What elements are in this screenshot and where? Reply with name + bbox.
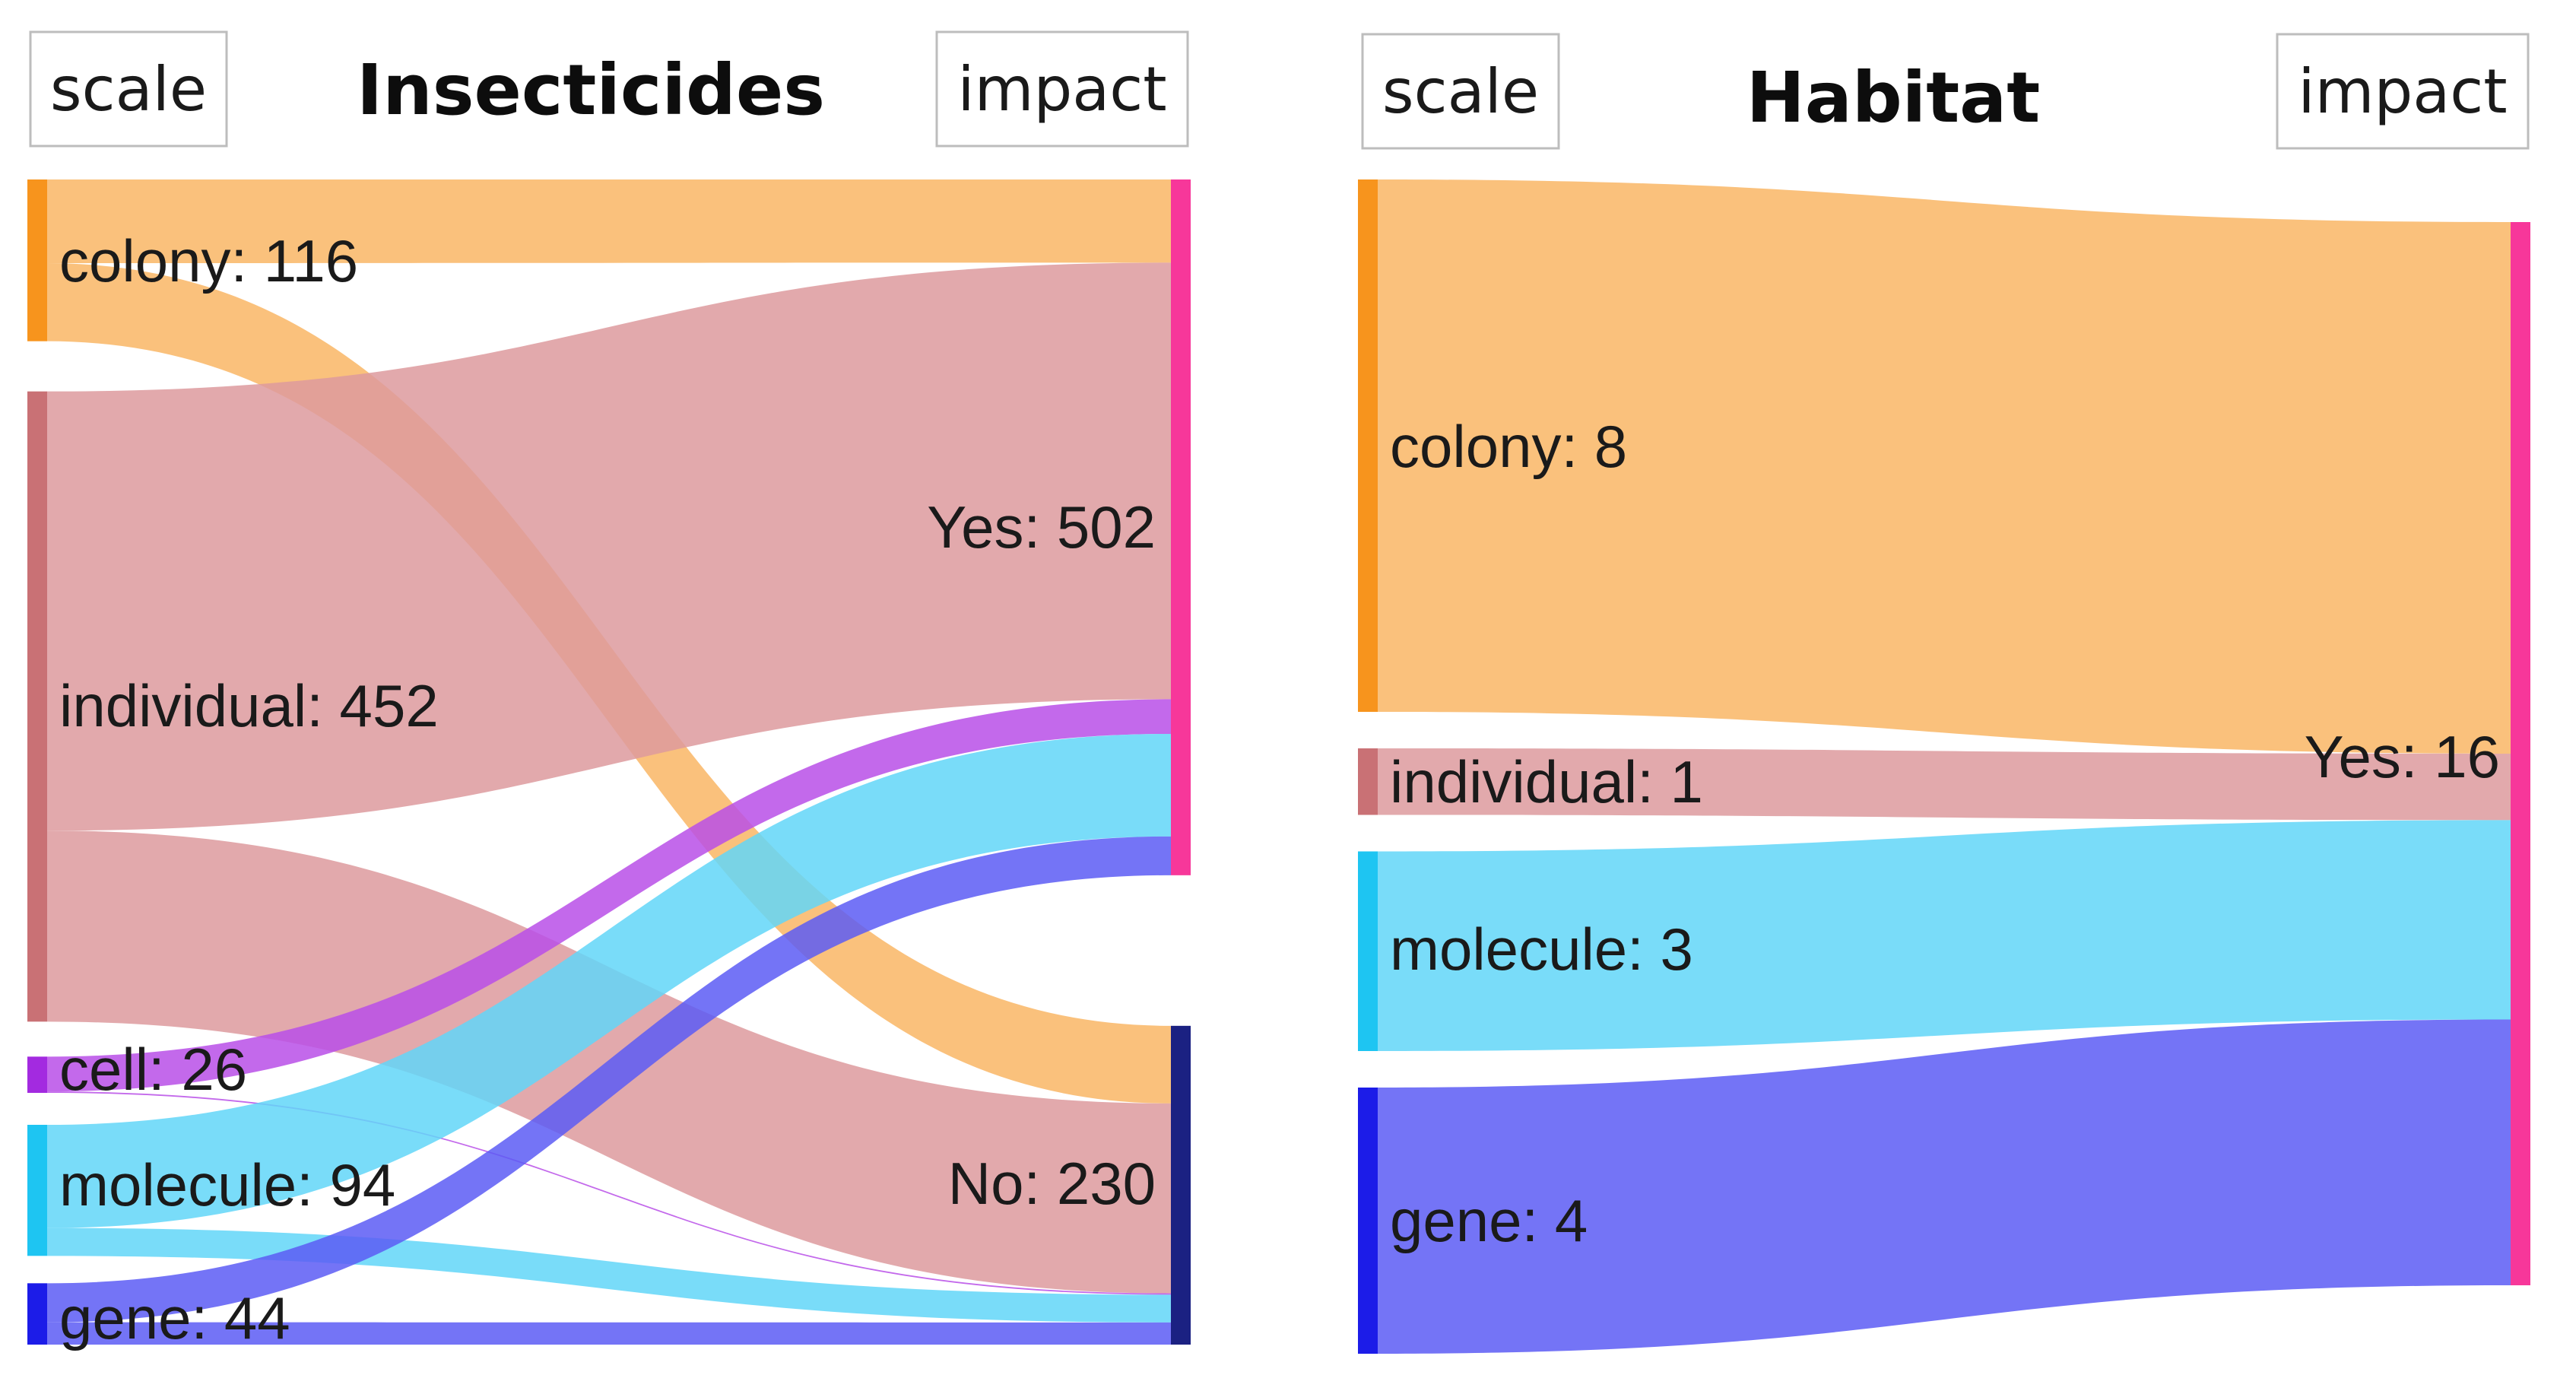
habitat-label-yes: Yes: 16 xyxy=(2305,723,2500,790)
insecticides-node-gene xyxy=(27,1283,47,1345)
insecticides-links xyxy=(47,179,1171,1345)
insecticides-link-gene-to-no xyxy=(47,1322,1171,1345)
insecticides-node-yes xyxy=(1171,179,1191,875)
insecticides-nodes xyxy=(27,179,1191,1345)
insecticides-scale-header: scale xyxy=(50,54,207,125)
insecticides-label-cell: cell: 26 xyxy=(59,1036,247,1103)
habitat-node-individual xyxy=(1358,748,1378,815)
insecticides-link-individual-to-yes xyxy=(47,262,1171,831)
habitat-links xyxy=(1378,179,2511,1354)
habitat-label-gene: gene: 4 xyxy=(1390,1187,1588,1254)
insecticides-link-colony-to-yes xyxy=(47,179,1171,263)
insecticides-node-individual xyxy=(27,391,47,1022)
insecticides-label-molecule: molecule: 94 xyxy=(59,1151,395,1218)
habitat-title: Habitat xyxy=(1746,57,2041,138)
habitat-link-individual-to-yes xyxy=(1378,748,2511,821)
habitat-node-colony xyxy=(1358,179,1378,712)
habitat-node-gene xyxy=(1358,1088,1378,1354)
habitat-impact-box xyxy=(2276,33,2530,150)
habitat-labels: colony: 8 individual: 1 molecule: 3 gene: 4… xyxy=(1390,413,2500,1254)
habitat-scale-box xyxy=(1361,33,1560,150)
insecticides-label-yes: Yes: 502 xyxy=(927,494,1156,561)
habitat-panel: scale Habitat impact colony: 8 individual… xyxy=(1358,33,2530,1354)
insecticides-link-cell-to-no xyxy=(47,1091,1171,1295)
insecticides-label-colony: colony: 116 xyxy=(59,227,358,294)
habitat-label-molecule: molecule: 3 xyxy=(1390,916,1693,983)
habitat-label-colony: colony: 8 xyxy=(1390,413,1627,480)
insecticides-link-cell-to-yes xyxy=(47,699,1171,1092)
habitat-impact-header: impact xyxy=(2298,56,2507,127)
insecticides-impact-box xyxy=(935,30,1189,148)
habitat-link-molecule-to-yes xyxy=(1378,820,2511,1051)
habitat-link-gene-to-yes xyxy=(1378,1019,2511,1354)
insecticides-labels: colony: 116 individual: 452 cell: 26 molecu… xyxy=(59,227,1156,1351)
insecticides-node-cell xyxy=(27,1056,47,1093)
insecticides-node-no xyxy=(1171,1025,1191,1345)
habitat-label-individual: individual: 1 xyxy=(1390,748,1703,815)
habitat-nodes xyxy=(1358,179,2530,1354)
habitat-link-colony-to-yes xyxy=(1378,179,2511,754)
habitat-scale-header: scale xyxy=(1382,56,1539,127)
habitat-node-yes xyxy=(2511,222,2530,1285)
insecticides-link-gene-to-yes xyxy=(47,836,1171,1323)
insecticides-title: Insecticides xyxy=(357,49,825,131)
insecticides-panel: scale Insecticides impact colony: 116 ind… xyxy=(27,30,1191,1351)
insecticides-label-gene: gene: 44 xyxy=(59,1285,290,1351)
insecticides-scale-box xyxy=(29,30,228,148)
insecticides-impact-header: impact xyxy=(957,54,1166,125)
habitat-node-molecule xyxy=(1358,851,1378,1051)
insecticides-label-individual: individual: 452 xyxy=(59,672,439,739)
insecticides-node-molecule xyxy=(27,1125,47,1256)
insecticides-link-molecule-to-yes xyxy=(47,733,1171,1228)
insecticides-label-no: No: 230 xyxy=(948,1150,1156,1217)
insecticides-node-colony xyxy=(27,179,47,341)
